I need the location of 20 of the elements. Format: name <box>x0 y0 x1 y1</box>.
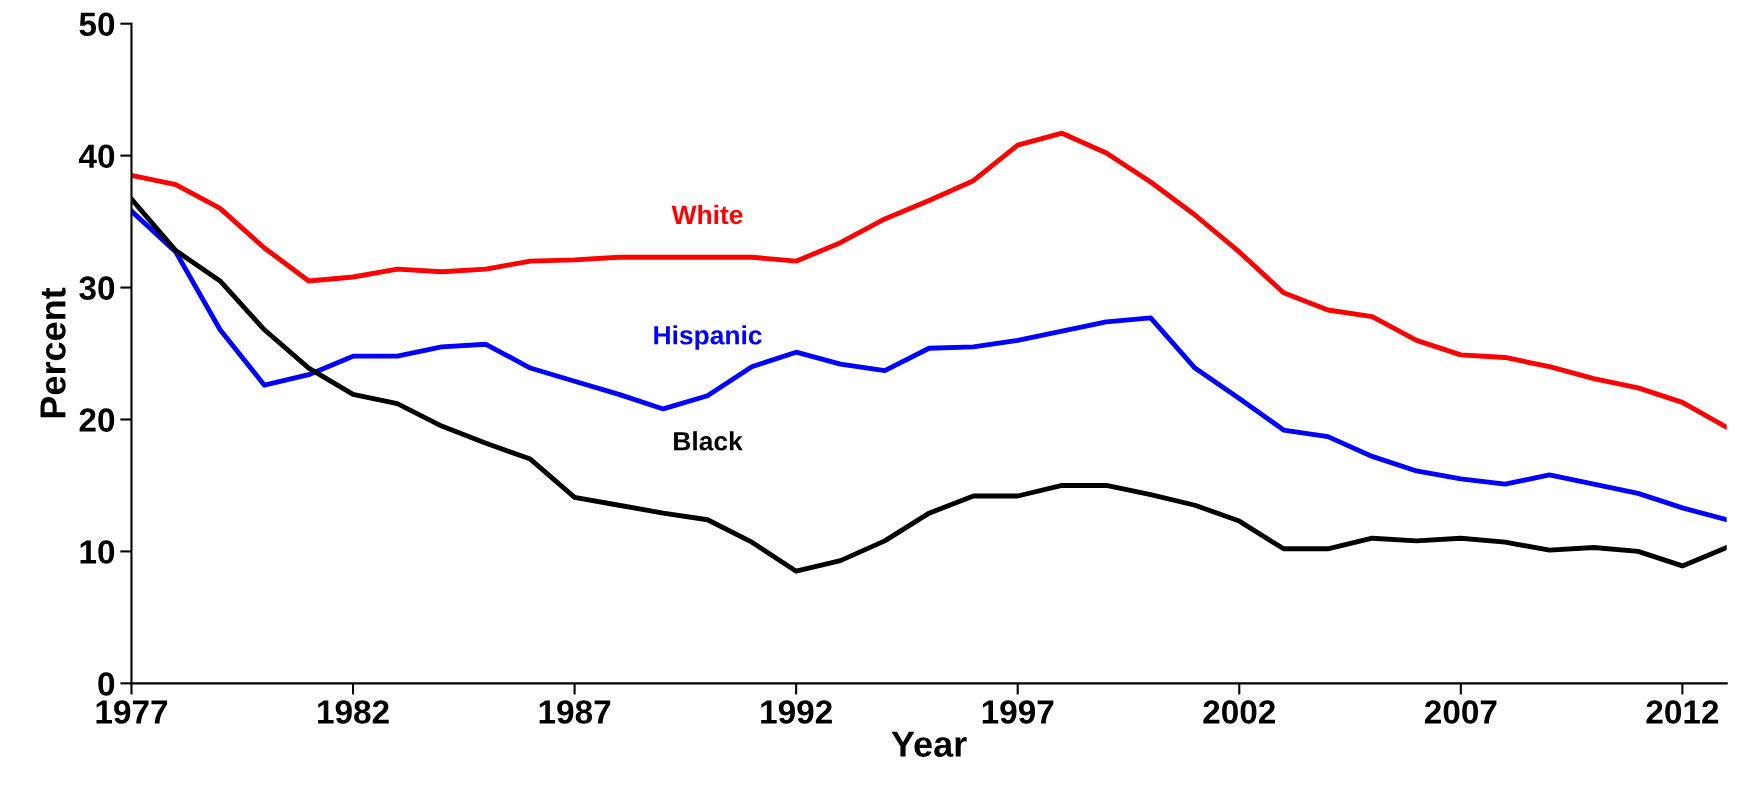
x-tick-label: 2012 <box>1646 700 1719 724</box>
series-label: Hispanic <box>654 325 762 350</box>
x-tick-label: 1987 <box>539 700 611 724</box>
y-tick-label: 30 <box>79 276 115 301</box>
x-tick-label: 1997 <box>982 700 1054 724</box>
x-axis-title: Year <box>891 731 967 757</box>
line-series <box>131 130 1727 430</box>
text: Black <box>674 431 743 451</box>
series-label: White <box>671 204 743 225</box>
y-tick-label: 0 <box>98 672 115 696</box>
y-tick-label: 20 <box>79 408 115 432</box>
y-tick-label: 10 <box>80 540 115 564</box>
x-tick-label: 1977 <box>96 700 168 724</box>
y-tick-label: 40 <box>78 144 115 169</box>
x-tick-label: 1992 <box>761 700 832 724</box>
y-tick-label: 50 <box>79 12 115 37</box>
x-tick-label: 2007 <box>1424 700 1497 724</box>
y-axis-title: Percent <box>40 287 66 418</box>
x-tick-label: 2002 <box>1203 700 1276 724</box>
x-tick-label: 1982 <box>318 700 389 724</box>
